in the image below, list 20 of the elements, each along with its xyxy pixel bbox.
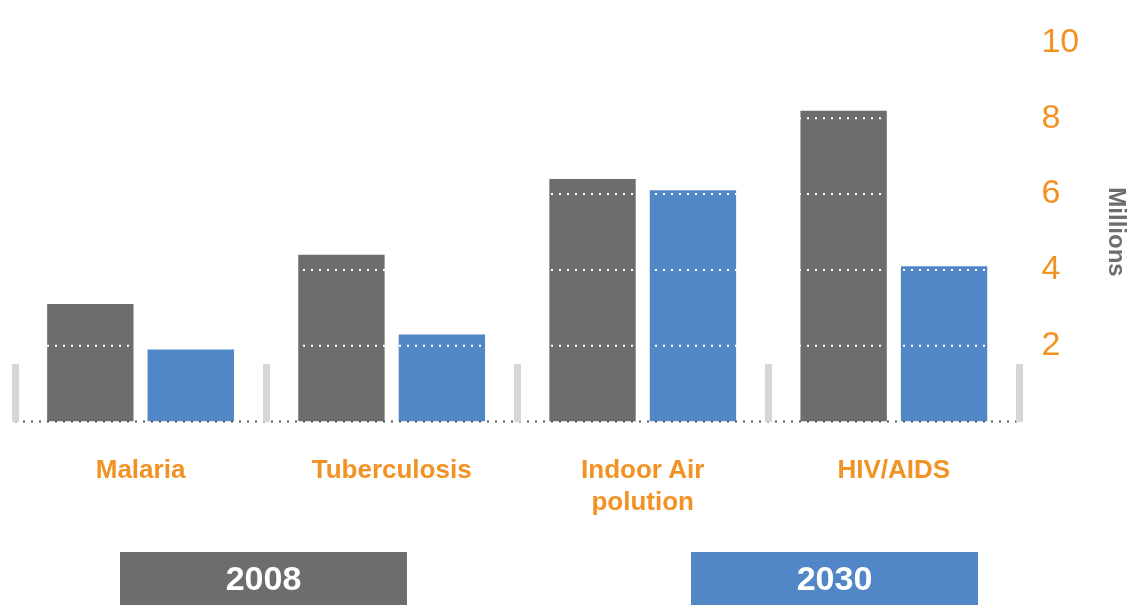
- bar: [147, 349, 234, 422]
- bar: [900, 266, 988, 422]
- bar: [549, 178, 636, 422]
- bar: [800, 110, 887, 422]
- y-tick-label: 2: [1041, 324, 1061, 363]
- bar: [47, 304, 134, 422]
- y-tick-label: 8: [1041, 96, 1061, 135]
- x-tick-label: Tuberculosis: [311, 454, 472, 485]
- x-tick-label: Malaria: [95, 454, 186, 485]
- text: 2008: [120, 552, 407, 605]
- x-tick-label: Indoor Air polution: [581, 454, 705, 516]
- y-tick-label: 6: [1041, 172, 1061, 211]
- bar: [298, 254, 385, 422]
- y-tick-label: 10: [1041, 20, 1080, 59]
- y-tick-label: 4: [1041, 248, 1061, 287]
- text: 2030: [691, 552, 978, 605]
- y-axis-title: Millions: [1103, 187, 1131, 277]
- bar: [649, 190, 737, 422]
- bar: [398, 334, 486, 422]
- x-tick-label: HIV/AIDS: [837, 454, 951, 485]
